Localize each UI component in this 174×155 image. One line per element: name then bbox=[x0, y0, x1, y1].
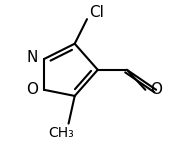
Text: N: N bbox=[26, 50, 37, 65]
Text: Cl: Cl bbox=[89, 5, 104, 20]
Text: O: O bbox=[150, 82, 162, 97]
Text: O: O bbox=[26, 82, 38, 97]
Text: CH₃: CH₃ bbox=[48, 126, 74, 140]
